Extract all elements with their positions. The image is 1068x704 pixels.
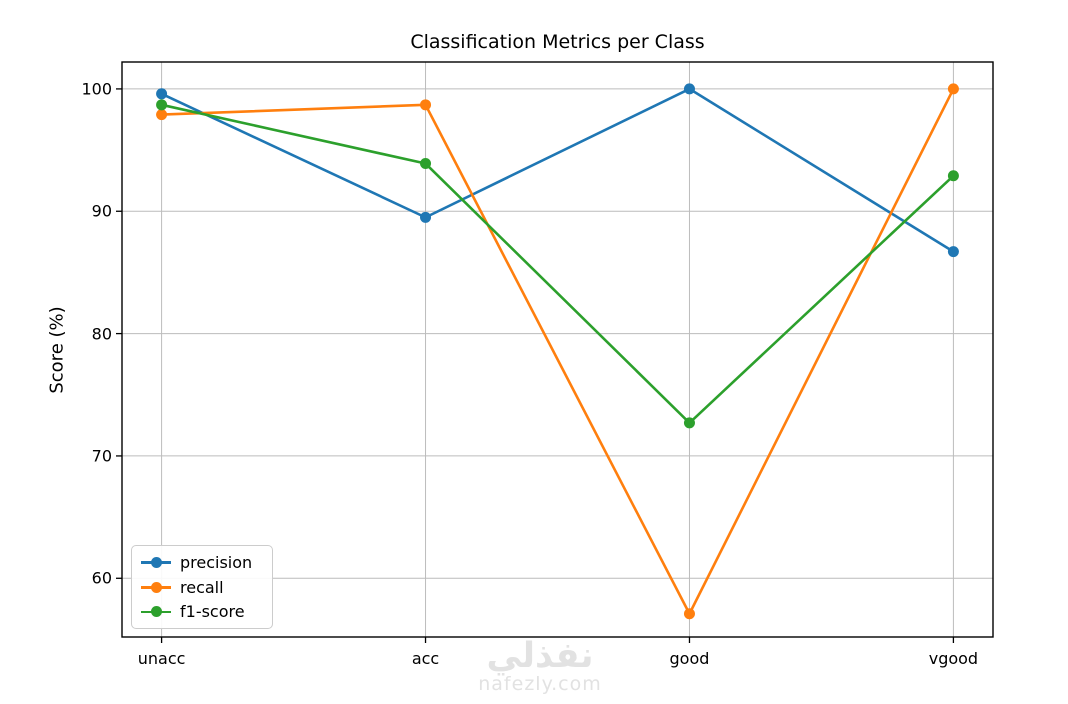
y-tick-label: 70 [91,446,112,466]
x-tick-label: unacc [137,649,186,668]
recall-line-marker-icon [141,581,171,593]
data-point-precision-acc [420,211,432,223]
data-point-f1-score-acc [420,158,432,170]
precision-line-marker-icon [141,556,171,568]
data-point-precision-good [683,83,695,95]
data-point-f1-score-unacc [156,99,168,111]
data-point-recall-good [683,608,695,620]
data-point-f1-score-vgood [947,170,959,182]
y-tick-label: 100 [81,79,112,99]
series-line-f1-score [160,103,955,425]
legend: precision recall f1-score [131,545,273,629]
chart-title: Classification Metrics per Class [410,31,705,53]
legend-item-f1-score: f1-score [141,599,262,624]
legend-label-precision: precision [180,552,253,572]
y-tick-label: 90 [91,201,112,221]
data-point-recall-acc [420,99,432,111]
legend-item-precision: precision [141,550,262,575]
y-tick-label: 80 [91,324,112,344]
x-tick-label: acc [411,649,440,668]
y-tick-label: 60 [91,568,112,588]
data-point-precision-unacc [156,88,168,100]
x-tick-label: good [669,649,710,668]
f1-score-line-marker-icon [141,606,171,618]
data-point-precision-vgood [947,246,959,258]
x-tick-label: vgood [928,649,979,668]
axes-spines [121,61,994,638]
legend-item-recall: recall [141,575,262,600]
legend-label-f1-score: f1-score [180,602,245,622]
series-line-precision [160,87,955,253]
data-point-recall-vgood [947,83,959,95]
series-line-recall [160,87,955,616]
data-point-recall-unacc [156,109,168,121]
data-point-f1-score-good [683,417,695,429]
legend-label-recall: recall [180,577,224,597]
